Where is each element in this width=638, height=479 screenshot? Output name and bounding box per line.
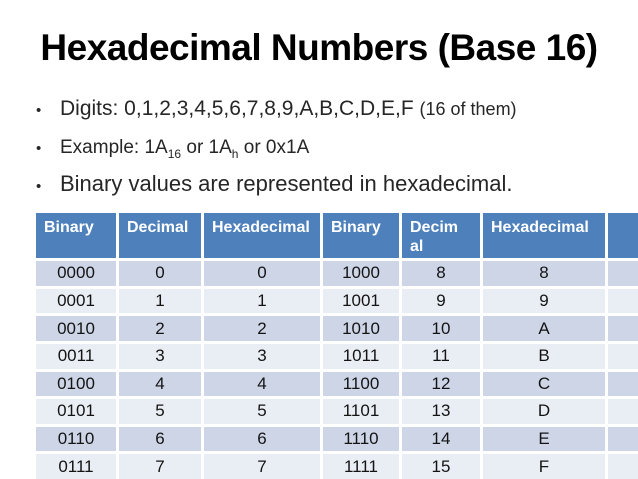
bullet-list: • Digits: 0,1,2,3,4,5,6,7,8,9,A,B,C,D,E,… [36, 95, 616, 201]
bullet-marker: • [36, 140, 42, 157]
table-cell: E [483, 426, 605, 452]
table-cell: 13 [402, 399, 480, 424]
example-segment: Example: 1A [60, 137, 168, 158]
cropped-column-cell [608, 261, 638, 286]
table-cell: 1010 [323, 316, 399, 341]
table-cell: C [483, 371, 605, 397]
table-cell: 0000 [36, 261, 116, 286]
conversion-table: Binary Decimal Hexadecimal Binary Decima… [36, 213, 638, 479]
table-cell: 0110 [36, 426, 116, 452]
column-header-binary-1: Binary [36, 213, 116, 258]
bullet-digits-text: Digits: 0,1,2,3,4,5,6,7,8,9,A,B,C,D,E,F … [60, 95, 517, 123]
table-cell: B [483, 343, 605, 369]
table-cell: 1001 [323, 288, 399, 314]
example-subscript-16: 16 [167, 146, 182, 161]
cropped-column-cell [608, 288, 638, 314]
table-cell: 0011 [36, 343, 116, 369]
column-header-hexadecimal-1: Hexadecimal [204, 213, 320, 258]
bullet-digits: • Digits: 0,1,2,3,4,5,6,7,8,9,A,B,C,D,E,… [36, 95, 616, 124]
bullet-marker: • [36, 102, 42, 119]
table-cell: 0 [119, 261, 201, 286]
table-cell: 1100 [323, 371, 399, 397]
table-cell: 1110 [323, 426, 399, 452]
table-cell: D [483, 399, 605, 424]
table-cell: 10 [402, 316, 480, 341]
table-cell: 11 [402, 343, 480, 369]
table-cell: 8 [483, 261, 605, 286]
cropped-column-cell [608, 343, 638, 369]
table-cell: 5 [119, 399, 201, 424]
table-cell: 3 [204, 343, 320, 369]
column-header-hexadecimal-2: Hexadecimal [483, 213, 605, 258]
bullet-digits-suffix: (16 of them) [419, 99, 517, 119]
table-cell: 0010 [36, 316, 116, 341]
bullet-binary-values-text: Binary values are represented in hexadec… [60, 171, 513, 196]
table-cell: 2 [119, 316, 201, 341]
table-cell: 1011 [323, 343, 399, 369]
table-cell: 7 [204, 454, 320, 479]
bullet-example-text: Example: 1A16 or 1Ah or 0x1A [60, 135, 309, 160]
table-cell: 1 [204, 288, 320, 314]
table-cell: 9 [483, 288, 605, 314]
slide-title: Hexadecimal Numbers (Base 16) [40, 27, 598, 68]
bullet-example: • Example: 1A16 or 1Ah or 0x1A [36, 135, 616, 161]
table-cell: 4 [204, 371, 320, 397]
table-cell: F [483, 454, 605, 479]
table-cell: 3 [119, 343, 201, 369]
table-cell: 2 [204, 316, 320, 341]
cropped-column-cell [608, 399, 638, 424]
cropped-column-cell [608, 316, 638, 341]
table-cell: 8 [402, 261, 480, 286]
cropped-column-cell [608, 426, 638, 452]
table-cell: 9 [402, 288, 480, 314]
cropped-column-cell [608, 371, 638, 397]
table-cell: 1111 [323, 454, 399, 479]
table-cell: 0111 [36, 454, 116, 479]
table-cell: 12 [402, 371, 480, 397]
table-cell: A [483, 316, 605, 341]
column-header-decimal-1: Decimal [119, 213, 201, 258]
table-cell: 5 [204, 399, 320, 424]
table-cell: 1101 [323, 399, 399, 424]
column-header-decimal-2: Decimal [402, 213, 480, 258]
cropped-column-cell [608, 454, 638, 479]
table-cell: 6 [119, 426, 201, 452]
table-cell: 0100 [36, 371, 116, 397]
table-cell: 15 [402, 454, 480, 479]
bullet-binary-values: • Binary values are represented in hexad… [36, 170, 616, 201]
table-cell: 7 [119, 454, 201, 479]
table-cell: 4 [119, 371, 201, 397]
table-cell: 0 [204, 261, 320, 286]
table-cell: 1000 [323, 261, 399, 286]
example-segment: or 0x1A [238, 137, 310, 158]
bullet-marker: • [36, 178, 42, 195]
table-cell: 1 [119, 288, 201, 314]
example-subscript-h: h [231, 146, 239, 161]
table-cell: 0001 [36, 288, 116, 314]
example-segment: or 1A [181, 137, 232, 158]
table-cell: 6 [204, 426, 320, 452]
cropped-column-header [608, 213, 638, 258]
bullet-digits-main: Digits: 0,1,2,3,4,5,6,7,8,9,A,B,C,D,E,F [60, 97, 414, 120]
column-header-binary-2: Binary [323, 213, 399, 258]
table-cell: 14 [402, 426, 480, 452]
table-cell: 0101 [36, 399, 116, 424]
